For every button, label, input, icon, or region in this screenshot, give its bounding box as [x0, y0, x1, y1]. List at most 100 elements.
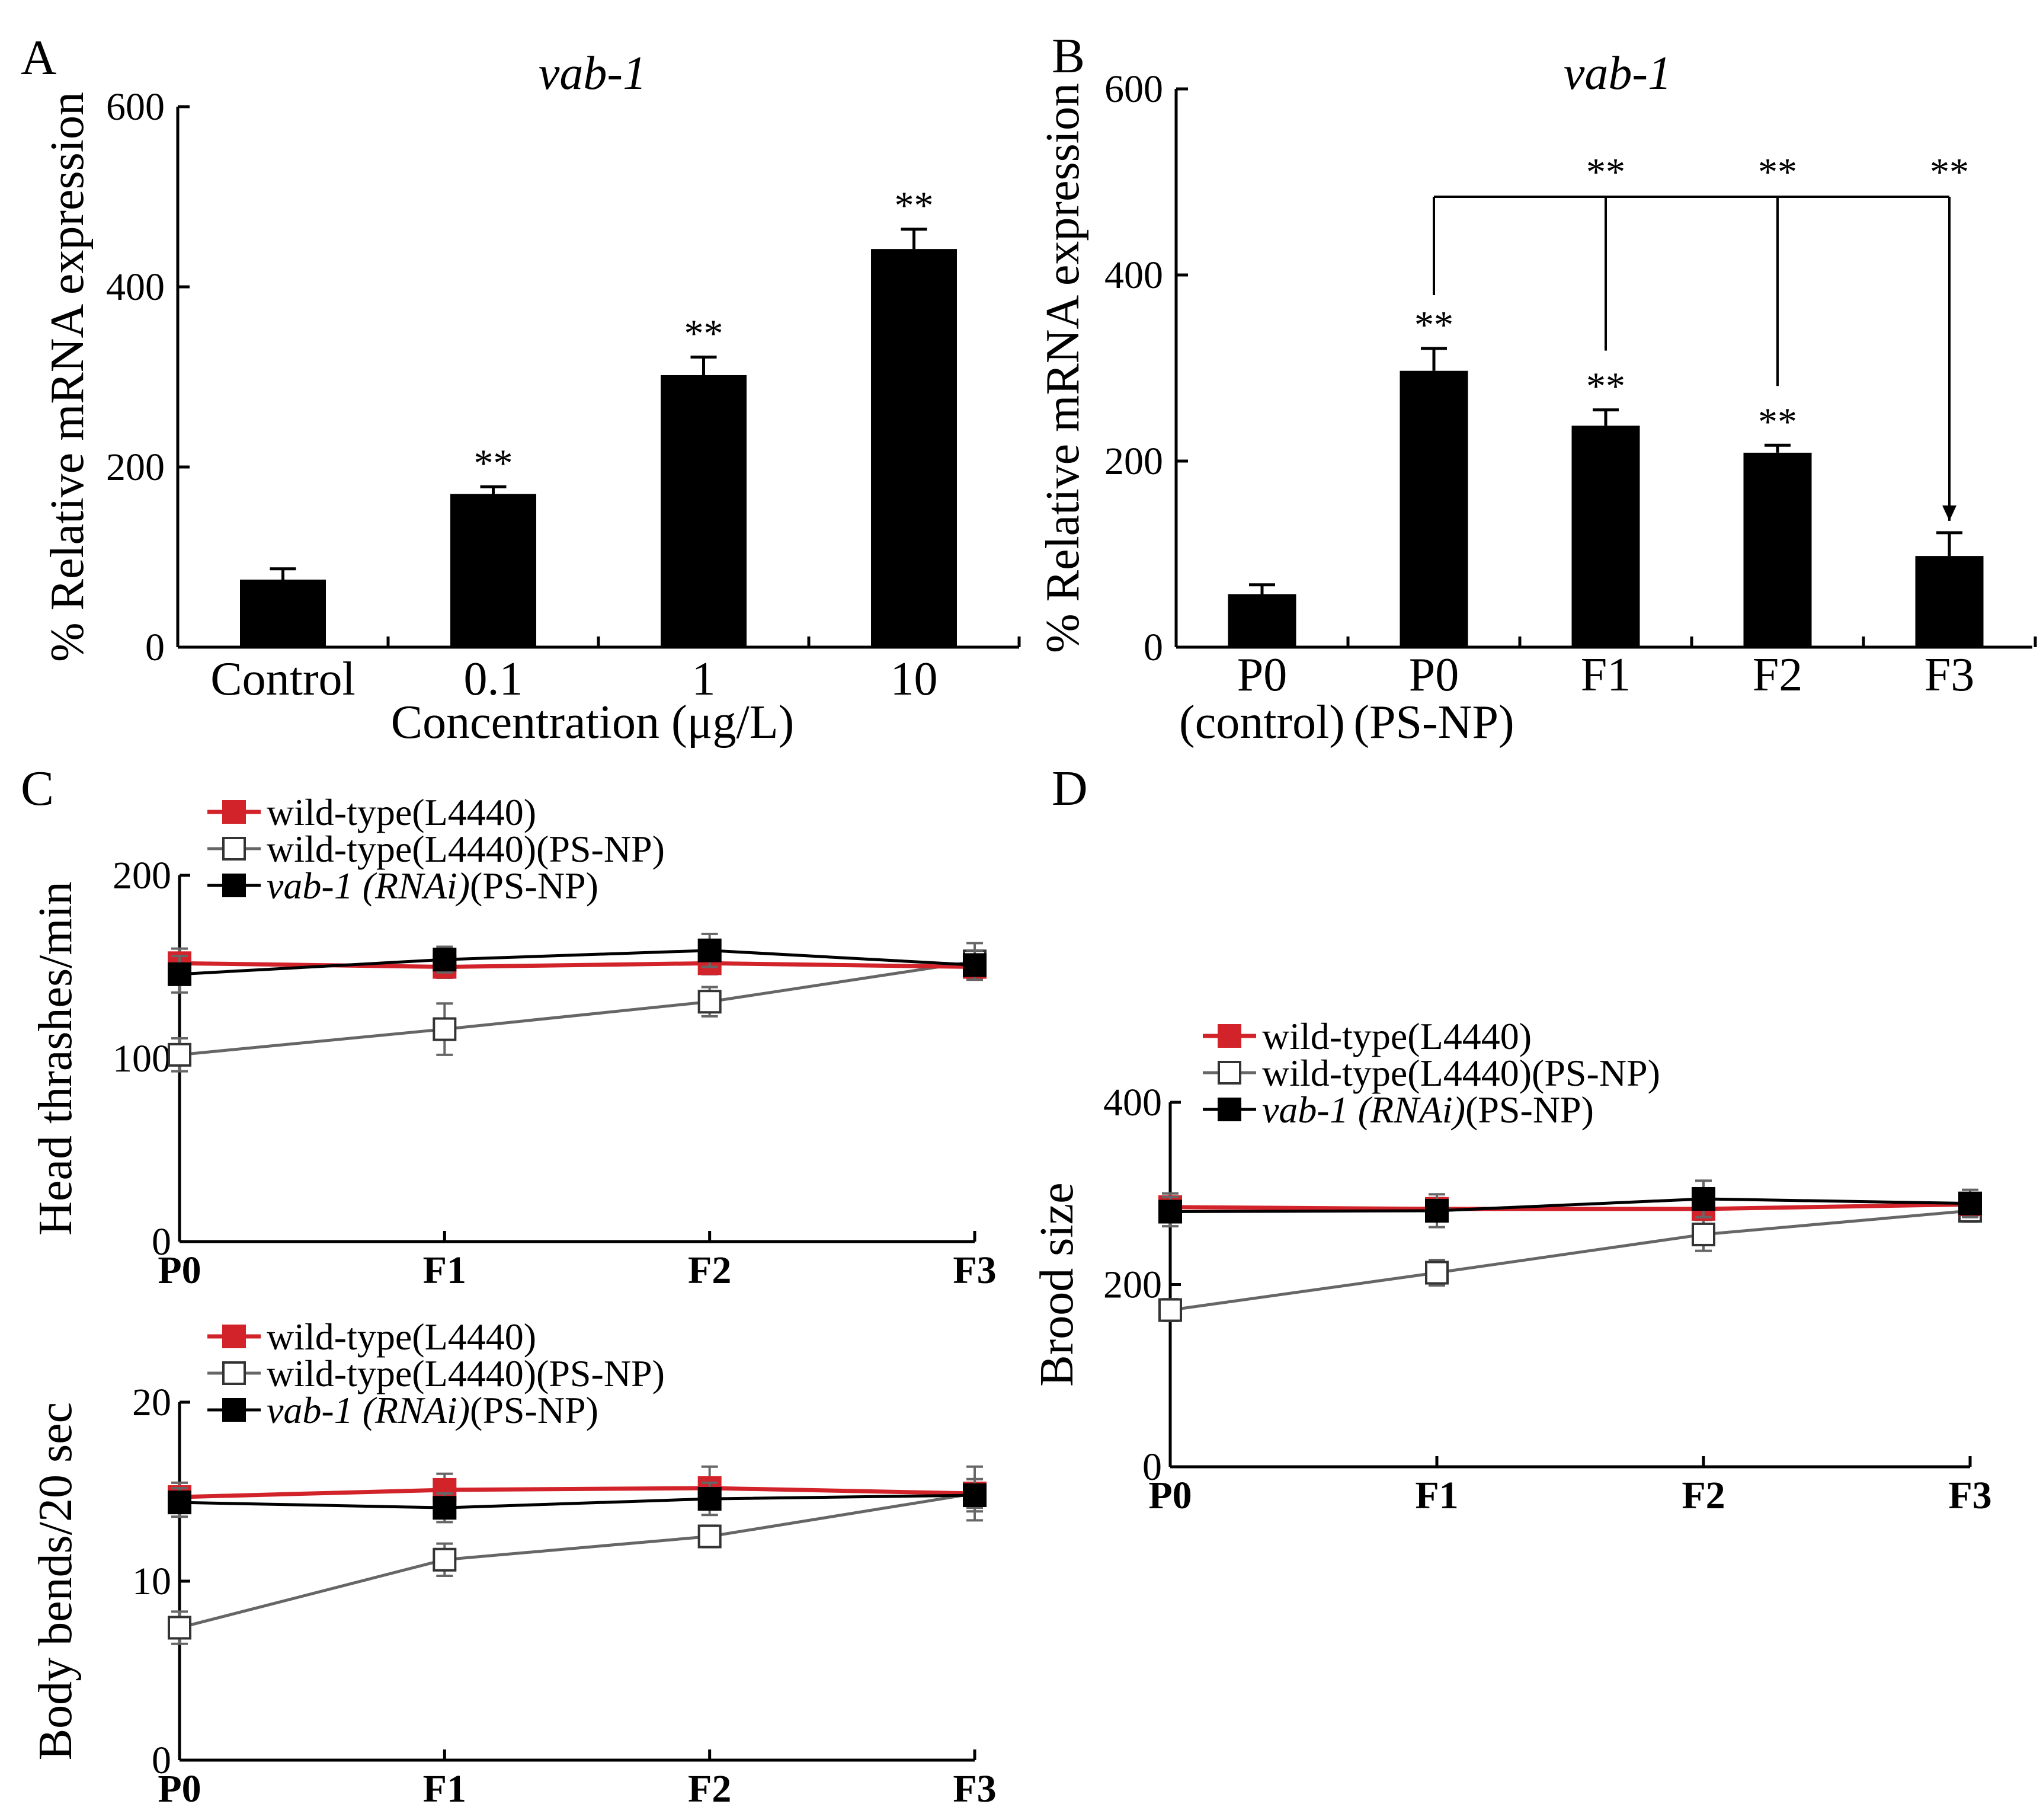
legend-marker [222, 1361, 246, 1385]
x-tick-label: Control [210, 653, 355, 705]
y-axis-label: % Relative mRNA expression [41, 92, 94, 662]
x-tick-label: F3 [1948, 1474, 1991, 1517]
legend-label: wild-type(L4440)(PS-NP) [267, 828, 665, 870]
data-point [697, 938, 722, 962]
x-tick-label: F1 [1415, 1474, 1458, 1517]
x-tick-label: F1 [1581, 649, 1631, 701]
y-axis-label: Brood size [1031, 1182, 1083, 1386]
data-point [168, 1490, 191, 1515]
chart-b: 0 200 400 600 ** ** ** vab-1 % Relative mRNA exp… [1037, 47, 2037, 749]
legend-marker [222, 800, 246, 824]
legend-label: wild-type(L4440)(PS-NP) [1262, 1052, 1660, 1094]
x-tick-label: F2 [1682, 1474, 1725, 1517]
bar [1915, 556, 1984, 647]
data-point [433, 948, 457, 972]
data-point [1425, 1261, 1449, 1285]
x-tick-label: F3 [1924, 649, 1975, 701]
y-axis-label: Head thrashes/min [30, 881, 82, 1236]
series-line [1170, 1197, 1971, 1213]
legend-label: vab-1 (RNAi)(PS-NP) [267, 865, 598, 907]
y-axis-label: Body bends/20 sec [30, 1402, 82, 1760]
bar [1228, 594, 1296, 647]
legend-marker [1218, 1061, 1241, 1085]
series-line [179, 949, 975, 976]
x-tick-label: (control) [1179, 696, 1345, 749]
panel-label-b: B [1052, 28, 1085, 84]
x-tick-label: F2 [688, 1249, 731, 1292]
data-point [168, 1616, 191, 1640]
y-tick-label: 0 [152, 1220, 171, 1264]
data-point [697, 1487, 722, 1511]
bar [661, 375, 747, 647]
legend-label: vab-1 (RNAi)(PS-NP) [1262, 1089, 1594, 1131]
legend-label: vab-1 (RNAi)(PS-NP) [267, 1389, 598, 1431]
legend-marker [222, 874, 246, 897]
y-tick-label: 400 [106, 266, 165, 309]
significance-marker: ** [895, 184, 934, 228]
significance-marker: ** [474, 442, 513, 485]
series-line [1170, 1209, 1971, 1312]
chart-c-head-thrashes: 0 100 200 P0 F1 F2 F3 Head thrashes/min wild-typ… [30, 791, 997, 1292]
x-tick-label: (PS-NP) [1353, 696, 1514, 749]
y-tick-label: 100 [113, 1037, 171, 1080]
x-axis-label: Concentration (μg/L) [391, 696, 794, 749]
data-point [1958, 1191, 1982, 1216]
series-line [179, 1492, 975, 1629]
significance-marker: ** [1586, 365, 1625, 408]
bracket-significance: ** [1758, 151, 1797, 194]
x-tick-label: F3 [953, 1767, 996, 1811]
series-line [179, 959, 975, 1057]
data-point [433, 1496, 457, 1520]
data-point [697, 990, 722, 1014]
panel-label-a: A [21, 30, 57, 85]
y-tick-label: 200 [113, 854, 171, 897]
x-tick-label: P0 [1409, 649, 1459, 701]
y-tick-label: 0 [1142, 1445, 1162, 1489]
x-tick-label: F1 [423, 1249, 466, 1292]
x-tick-label: P0 [158, 1767, 201, 1811]
y-tick-label: 400 [1104, 254, 1163, 297]
x-tick-label: 0.1 [464, 653, 523, 705]
legend-label: wild-type(L4440)(PS-NP) [267, 1352, 665, 1394]
y-tick-label: 600 [1104, 68, 1163, 111]
data-point [1692, 1186, 1715, 1211]
legend-label-italic: vab-1 (RNAi) [267, 865, 470, 907]
bracket-significance: ** [1586, 151, 1625, 194]
legend-marker [222, 837, 246, 861]
bar [240, 580, 326, 647]
significance-marker: ** [1758, 400, 1797, 443]
x-tick-label: 1 [692, 653, 716, 705]
x-tick-label: 10 [891, 653, 938, 705]
y-tick-label: 200 [1104, 440, 1163, 483]
x-tick-label: F1 [423, 1767, 466, 1811]
y-tick-label: 10 [132, 1560, 171, 1603]
legend-label: wild-type(L4440) [1262, 1015, 1532, 1057]
legend-marker [1218, 1024, 1241, 1048]
data-point [433, 1017, 457, 1041]
legend-marker [222, 1325, 246, 1348]
series-line [1170, 1202, 1971, 1211]
series-line [179, 1493, 975, 1509]
bar [1400, 370, 1468, 647]
panel-label-c: C [21, 761, 54, 816]
legend-label: wild-type(L4440) [267, 1316, 536, 1358]
data-point [963, 953, 987, 977]
chart-d-brood-size: 0 200 400 P0 F1 F2 F3 Brood size wild-type(L4440… [1031, 1015, 1992, 1517]
significance-marker: ** [1414, 303, 1453, 347]
legend-label-suffix: (PS-NP) [470, 865, 598, 907]
bracket-significance: ** [1930, 151, 1969, 194]
bar [450, 494, 536, 647]
bar [1743, 452, 1812, 647]
data-point [1425, 1198, 1449, 1223]
legend-label-italic: vab-1 (RNAi) [267, 1389, 470, 1431]
legend-label-italic: vab-1 (RNAi) [1262, 1089, 1465, 1131]
panel-label-d: D [1052, 761, 1088, 816]
y-axis-label: % Relative mRNA expression [1037, 83, 1089, 653]
chart-c-body-bends: 0 10 20 P0 F1 F2 F3 Body bends/20 sec wild-type(… [30, 1316, 997, 1811]
data-point [1692, 1222, 1715, 1246]
data-point [697, 1524, 722, 1549]
legend-marker [222, 1398, 246, 1422]
x-tick-label: P0 [1237, 649, 1288, 701]
data-point [433, 1547, 457, 1572]
